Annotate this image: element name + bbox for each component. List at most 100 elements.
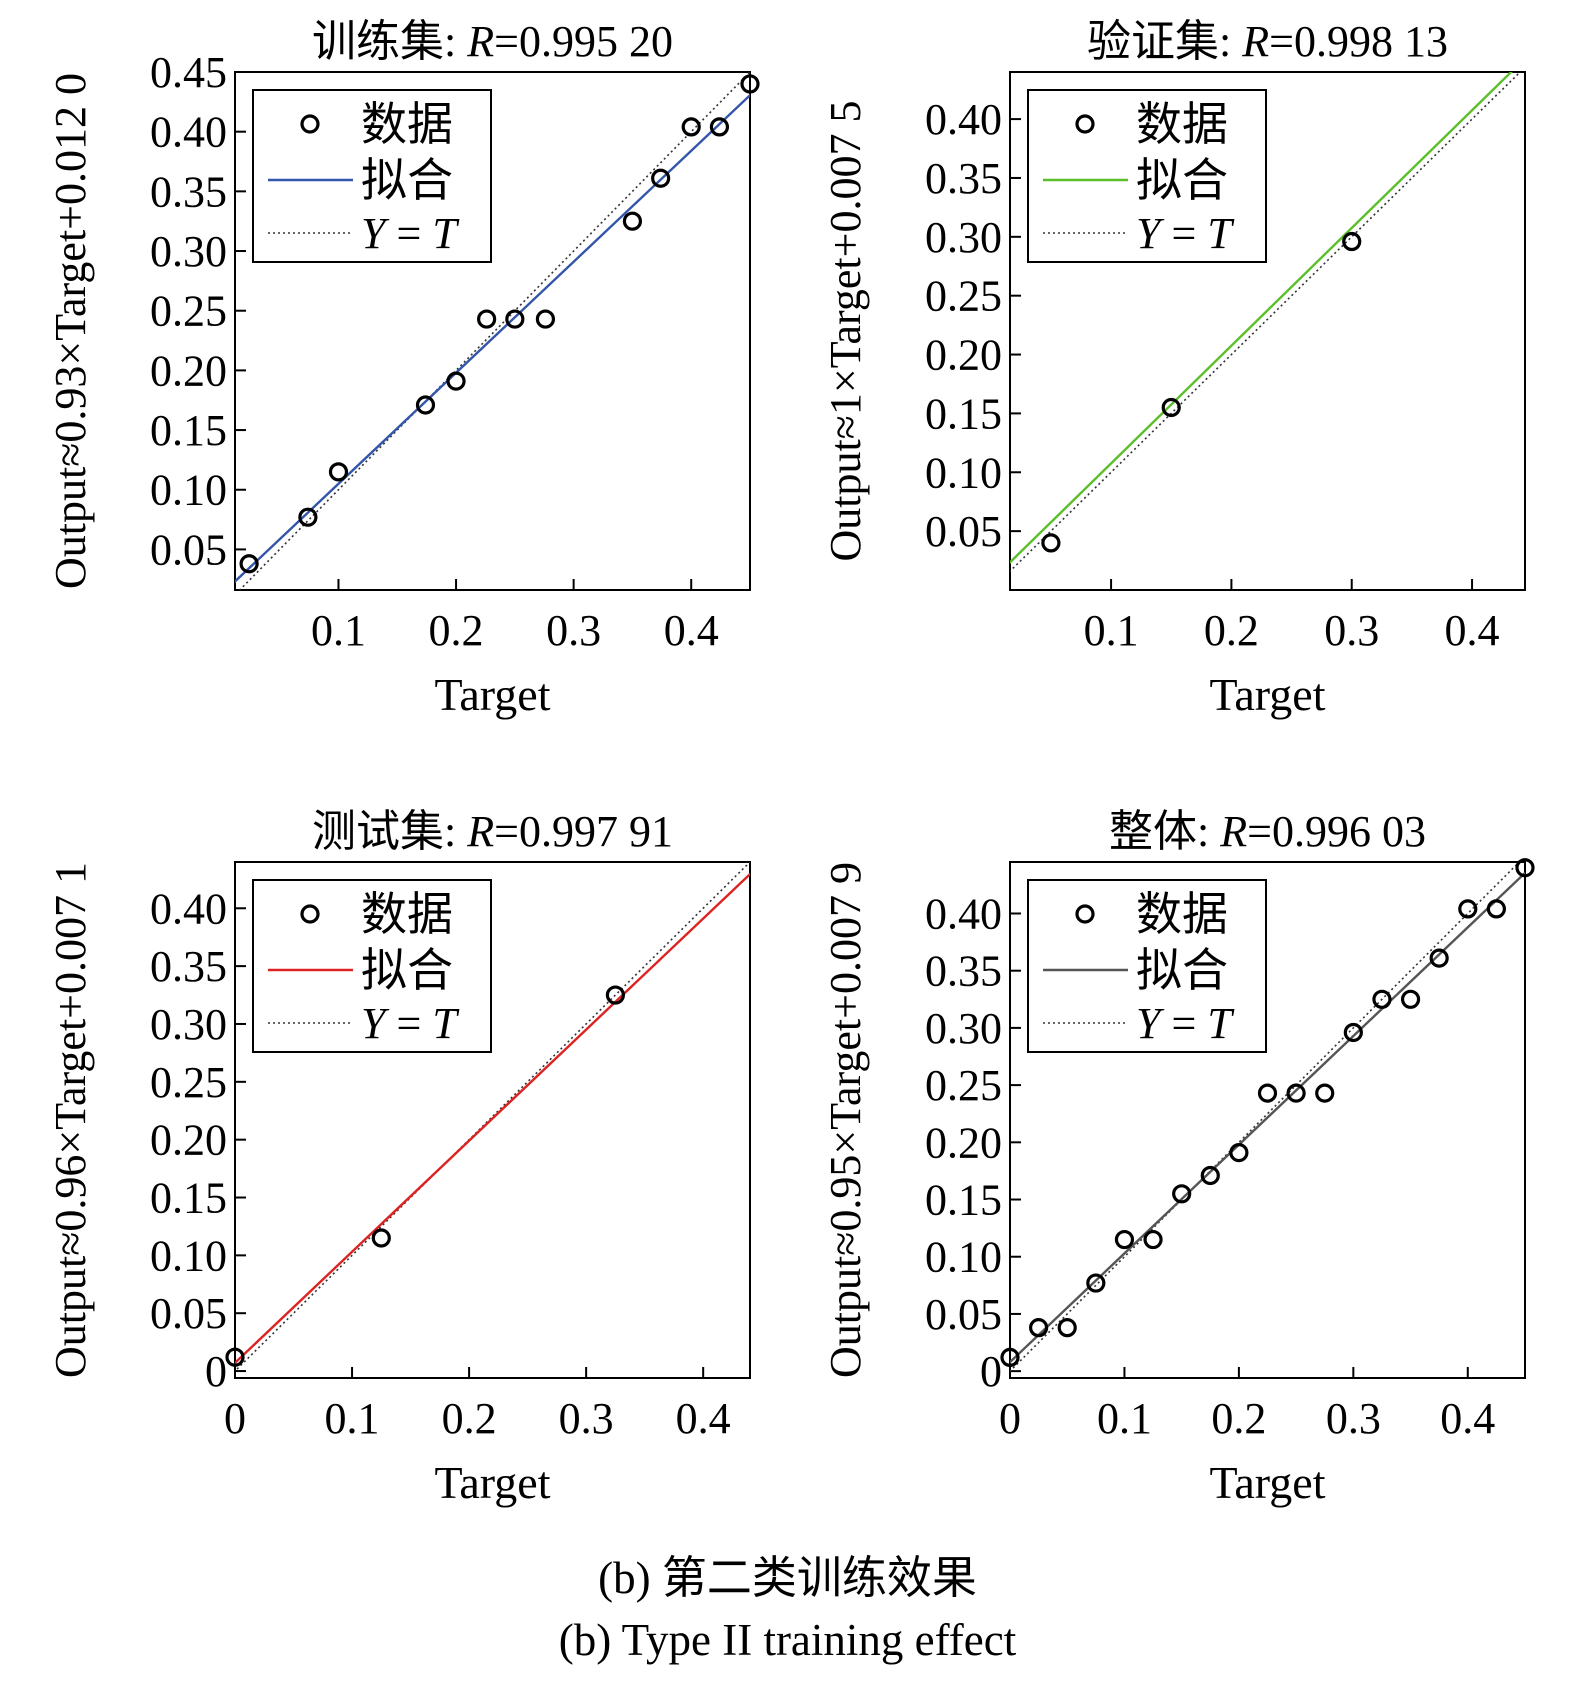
title-r-value: =0.995 20 [494,17,673,66]
data-point [1343,1022,1363,1043]
data-point [1114,1229,1135,1250]
legend-label-identity: Y = T [361,209,460,258]
data-point [1086,1273,1106,1293]
x-tick-label: 0.1 [1097,1394,1152,1443]
figure-canvas: 训练集: R=0.995 200.1 0.2 0.3 0.40.050.100.150… [46,17,1535,1508]
legend-identity-eq: = [385,209,432,258]
fit-line-training [235,93,750,584]
data-point [1161,397,1181,418]
data-point [1057,1318,1077,1338]
y-tick-label: 0.30 [925,213,1002,262]
title-r-value: =0.998 13 [1269,17,1448,66]
y-tick-label: 0.20 [150,346,227,395]
data-point [1486,899,1506,919]
y-tick-label: 0.30 [150,227,227,276]
plot-frame-validation [1009,71,1526,591]
chart-validation: 验证集: R=0.998 13 0.1 0.2 0.3 0.4 0.05 0.10 0.15 0… [821,17,1526,720]
data-point [477,309,497,329]
y-tick-label: 0.35 [925,947,1002,996]
y-tick-label: 0 [205,1347,227,1396]
caption-chinese: (b) 第二类训练效果 [598,1553,977,1603]
legend-label-data: 数据 [1136,99,1228,150]
x-tick-label: 0.1 [1084,606,1139,655]
x-tick-label: 0.2 [442,1394,497,1443]
y-tick-label: 0.05 [150,525,227,574]
data-point [1372,989,1392,1009]
x-tick-label: 0.2 [1204,606,1259,655]
legend-marker-data [1075,114,1095,134]
y-tick-label: 0.40 [150,884,227,933]
data-point [1286,1083,1306,1103]
legend-identity-t: T [432,999,460,1048]
legend-identity-t: T [432,209,460,258]
x-axis-label-validation: Target [1210,669,1326,720]
x-tick-label: 0.2 [429,606,484,655]
legend-identity-eq: = [1160,999,1207,1048]
legend-box-test [252,879,492,1053]
y-tick-label: 0.20 [150,1116,227,1165]
y-tick-label: 0.15 [150,1174,227,1223]
y-tick-label: 0.15 [925,389,1002,438]
x-tick-label: 0.1 [325,1394,380,1443]
legend-label-fit: 拟合 [1136,945,1228,996]
x-tick-label: 0.4 [676,1394,731,1443]
legend-identity-eq: = [385,999,432,1048]
data-point [505,309,525,329]
y-axis-label-training: Output≈0.93×Target+0.012 0 [46,73,95,589]
data-point [605,985,625,1005]
data-point [298,507,318,527]
legend-label-fit: 拟合 [361,155,453,206]
data-point [1172,1184,1192,1204]
data-point [1342,231,1362,252]
legend-label-fit: 拟合 [1136,155,1228,206]
title-prefix: 验证集: [1087,17,1242,66]
legend-marker-data [300,904,320,924]
y-tick-label: 0.40 [150,108,227,157]
plot-frame-overall [1009,861,1526,1379]
x-tick-label: 0.2 [1211,1394,1266,1443]
y-tick-label: 0.15 [925,1176,1002,1225]
legend-identity-y: Y [361,209,390,258]
y-tick-label: 0.25 [150,287,227,336]
data-point [1515,858,1535,878]
x-tick-label: 0.3 [546,606,601,655]
y-tick-label: 0.20 [925,331,1002,380]
title-r-symbol: R [1219,807,1247,856]
y-tick-label: 0.10 [150,1231,227,1280]
title-r-symbol: R [1241,17,1269,66]
y-tick-label: 0.45 [150,48,227,97]
title-r-value: =0.997 91 [494,807,673,856]
fit-line-test [235,872,750,1365]
chart-title-overall: 整体: R=0.996 03 [1109,807,1426,856]
data-point [1229,1143,1249,1163]
legend-identity-y: Y [361,999,390,1048]
x-tick-label: 0.1 [311,606,366,655]
y-tick-label: 0.10 [925,1233,1002,1282]
legend-box-validation [1027,89,1267,263]
legend-box-overall [1027,879,1267,1053]
x-tick-label: 0.3 [1324,606,1379,655]
title-r-symbol: R [466,17,494,66]
legend-label-identity: Y = T [361,999,460,1048]
chart-training: 训练集: R=0.995 20 0.1 0.2 0.3 0.4 0.05 0.10 0.15 0… [46,17,760,720]
legend-box-training [252,89,492,263]
legend-marker-data [1075,904,1095,924]
chart-title-test: 测试集: R=0.997 91 [312,807,673,856]
data-point [1200,1165,1220,1186]
legend-label-data: 数据 [361,889,453,940]
data-point [1143,1229,1163,1250]
y-tick-label: 0.35 [925,154,1002,203]
data-point [371,1228,391,1248]
y-tick-label: 0.05 [925,507,1002,556]
data-point [1429,948,1449,968]
legend-label-data: 数据 [361,99,453,150]
x-tick-label: 0.3 [559,1394,614,1443]
title-prefix: 测试集: [312,807,467,856]
x-tick-label: 0.4 [1440,1394,1495,1443]
y-tick-label: 0.30 [150,1000,227,1049]
chart-overall: 整体: R=0.996 030 0.1 0.2 0.3 0.400.050.100.15… [821,807,1535,1508]
legend-marker-data [300,114,320,134]
title-prefix: 训练集: [312,17,467,66]
data-point [740,74,760,94]
plot-frame-test [234,861,751,1379]
